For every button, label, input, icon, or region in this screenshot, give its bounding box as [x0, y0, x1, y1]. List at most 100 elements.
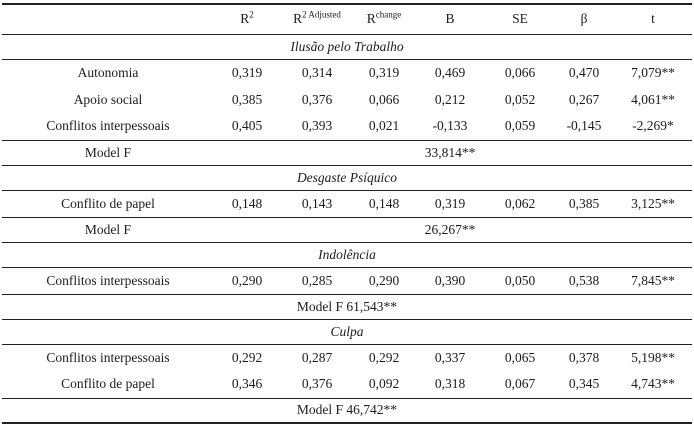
column-header-empty [2, 4, 214, 35]
cell: 0,267 [568, 91, 600, 107]
section-title: Culpa [2, 319, 692, 345]
cell: 0,378 [568, 349, 600, 365]
cell: 4,061** [631, 91, 675, 107]
cell: 0,345 [554, 371, 614, 399]
cell-empty [280, 217, 354, 243]
cell: 0,319 [231, 64, 263, 80]
cell: 0,290 [214, 267, 280, 295]
model-f-centered: Model F 46,742** [2, 398, 692, 424]
cell: 0,470 [568, 64, 600, 80]
cell: -2,269* [614, 113, 692, 141]
model-f-row-ilusao: Model F 33,814** [2, 140, 692, 166]
column-header-r-change: Rchange [354, 4, 414, 35]
cell: 7,079** [631, 64, 675, 80]
row-label: Conflito de papel [2, 190, 214, 218]
cell: 0,050 [486, 267, 554, 295]
model-f-label: Model F [2, 140, 214, 166]
cell: 0,287 [301, 349, 333, 365]
model-f-row-culpa: Model F 46,742** [2, 398, 692, 424]
cell: 0,066 [504, 64, 536, 80]
row-label: Conflitos interpessoais [46, 349, 170, 365]
cell: 0,314 [301, 64, 333, 80]
cell: 0,346 [214, 371, 280, 399]
column-header-t: t [614, 4, 692, 35]
cell-empty [214, 217, 280, 243]
cell: 0,067 [486, 371, 554, 399]
cell: 0,385 [554, 190, 614, 218]
cell: 0,393 [280, 113, 354, 141]
cell-empty [614, 217, 692, 243]
model-f-value: 33,814** [414, 140, 486, 166]
table-row-conflito-de-papel-1: Conflito de papel 0,148 0,143 0,148 0,31… [2, 190, 692, 218]
cell: 0,290 [354, 267, 414, 295]
table-row-conflitos-interpessoais-2: Conflitos interpessoais 0,290 0,285 0,29… [2, 267, 692, 295]
cell: 0,021 [354, 113, 414, 141]
section-title-desgaste: Desgaste Psíquico [2, 165, 692, 191]
model-f-label: Model F [2, 217, 214, 243]
cell: 0,405 [214, 113, 280, 141]
cell-empty [614, 140, 692, 166]
model-f-row-desgaste: Model F 26,267** [2, 217, 692, 243]
table-row-conflitos-interpessoais-1: Conflitos interpessoais 0,405 0,393 0,02… [2, 113, 692, 141]
model-f-row-indolencia: Model F 61,543** [2, 294, 692, 320]
cell: 0,212 [434, 91, 466, 107]
cell: 0,292 [231, 349, 263, 365]
cell: 0,143 [280, 190, 354, 218]
section-title-culpa: Culpa [2, 319, 692, 345]
cell: 7,845** [614, 267, 692, 295]
cell: 0,376 [280, 371, 354, 399]
section-title-ilusao: Ilusão pelo Trabalho [2, 34, 692, 60]
cell-empty [354, 217, 414, 243]
cell: 0,292 [368, 349, 400, 365]
cell-empty [280, 140, 354, 166]
cell: 5,198** [631, 349, 675, 365]
table-row-conflito-de-papel-2: Conflito de papel 0,346 0,376 0,092 0,31… [2, 371, 692, 399]
cell: 0,065 [504, 349, 536, 365]
table-row-apoio-social: Apoio social 0,385 0,376 0,066 0,212 0,0… [2, 86, 692, 113]
cell: -0,133 [414, 113, 486, 141]
row-label: Conflitos interpessoais [2, 267, 214, 295]
column-header-r2: R2 [214, 4, 280, 35]
cell: 0,337 [434, 349, 466, 365]
cell: 0,062 [486, 190, 554, 218]
cell-empty [554, 217, 614, 243]
column-header-se: SE [486, 4, 554, 35]
cell: 0,390 [414, 267, 486, 295]
row-label: Conflitos interpessoais [2, 113, 214, 141]
cell: 0,469 [434, 64, 466, 80]
regression-table: R2 R2 Adjusted Rchange B SE β t Ilusão p… [2, 3, 692, 424]
cell: 0,319 [368, 64, 400, 80]
cell-empty [554, 140, 614, 166]
table-row-autonomia: Autonomia 0,319 0,314 0,319 0,469 0,066 … [2, 59, 692, 86]
row-label: Autonomia [77, 64, 139, 80]
cell: 0,285 [280, 267, 354, 295]
cell-empty [486, 140, 554, 166]
cell: 0,148 [354, 190, 414, 218]
cell: 0,538 [554, 267, 614, 295]
cell: 0,052 [504, 91, 536, 107]
section-title: Desgaste Psíquico [2, 165, 692, 191]
cell: 4,743** [614, 371, 692, 399]
section-title: Indolência [2, 242, 692, 268]
cell: 0,376 [301, 91, 333, 107]
table-header-row: R2 R2 Adjusted Rchange B SE β t [2, 4, 692, 35]
cell: 0,148 [214, 190, 280, 218]
cell: 0,318 [414, 371, 486, 399]
section-title: Ilusão pelo Trabalho [2, 34, 692, 60]
cell: 0,092 [354, 371, 414, 399]
cell: 0,385 [231, 91, 263, 107]
cell-empty [214, 140, 280, 166]
cell: 0,066 [368, 91, 400, 107]
row-label: Apoio social [73, 91, 143, 107]
column-header-b: B [414, 4, 486, 35]
cell-empty [354, 140, 414, 166]
column-header-beta: β [554, 4, 614, 35]
section-title-indolencia: Indolência [2, 242, 692, 268]
model-f-value: 26,267** [414, 217, 486, 243]
cell-empty [486, 217, 554, 243]
cell: 3,125** [614, 190, 692, 218]
model-f-centered: Model F 61,543** [2, 294, 692, 320]
row-label: Conflito de papel [2, 371, 214, 399]
table-row-conflitos-interpessoais-3: Conflitos interpessoais 0,292 0,287 0,29… [2, 344, 692, 371]
